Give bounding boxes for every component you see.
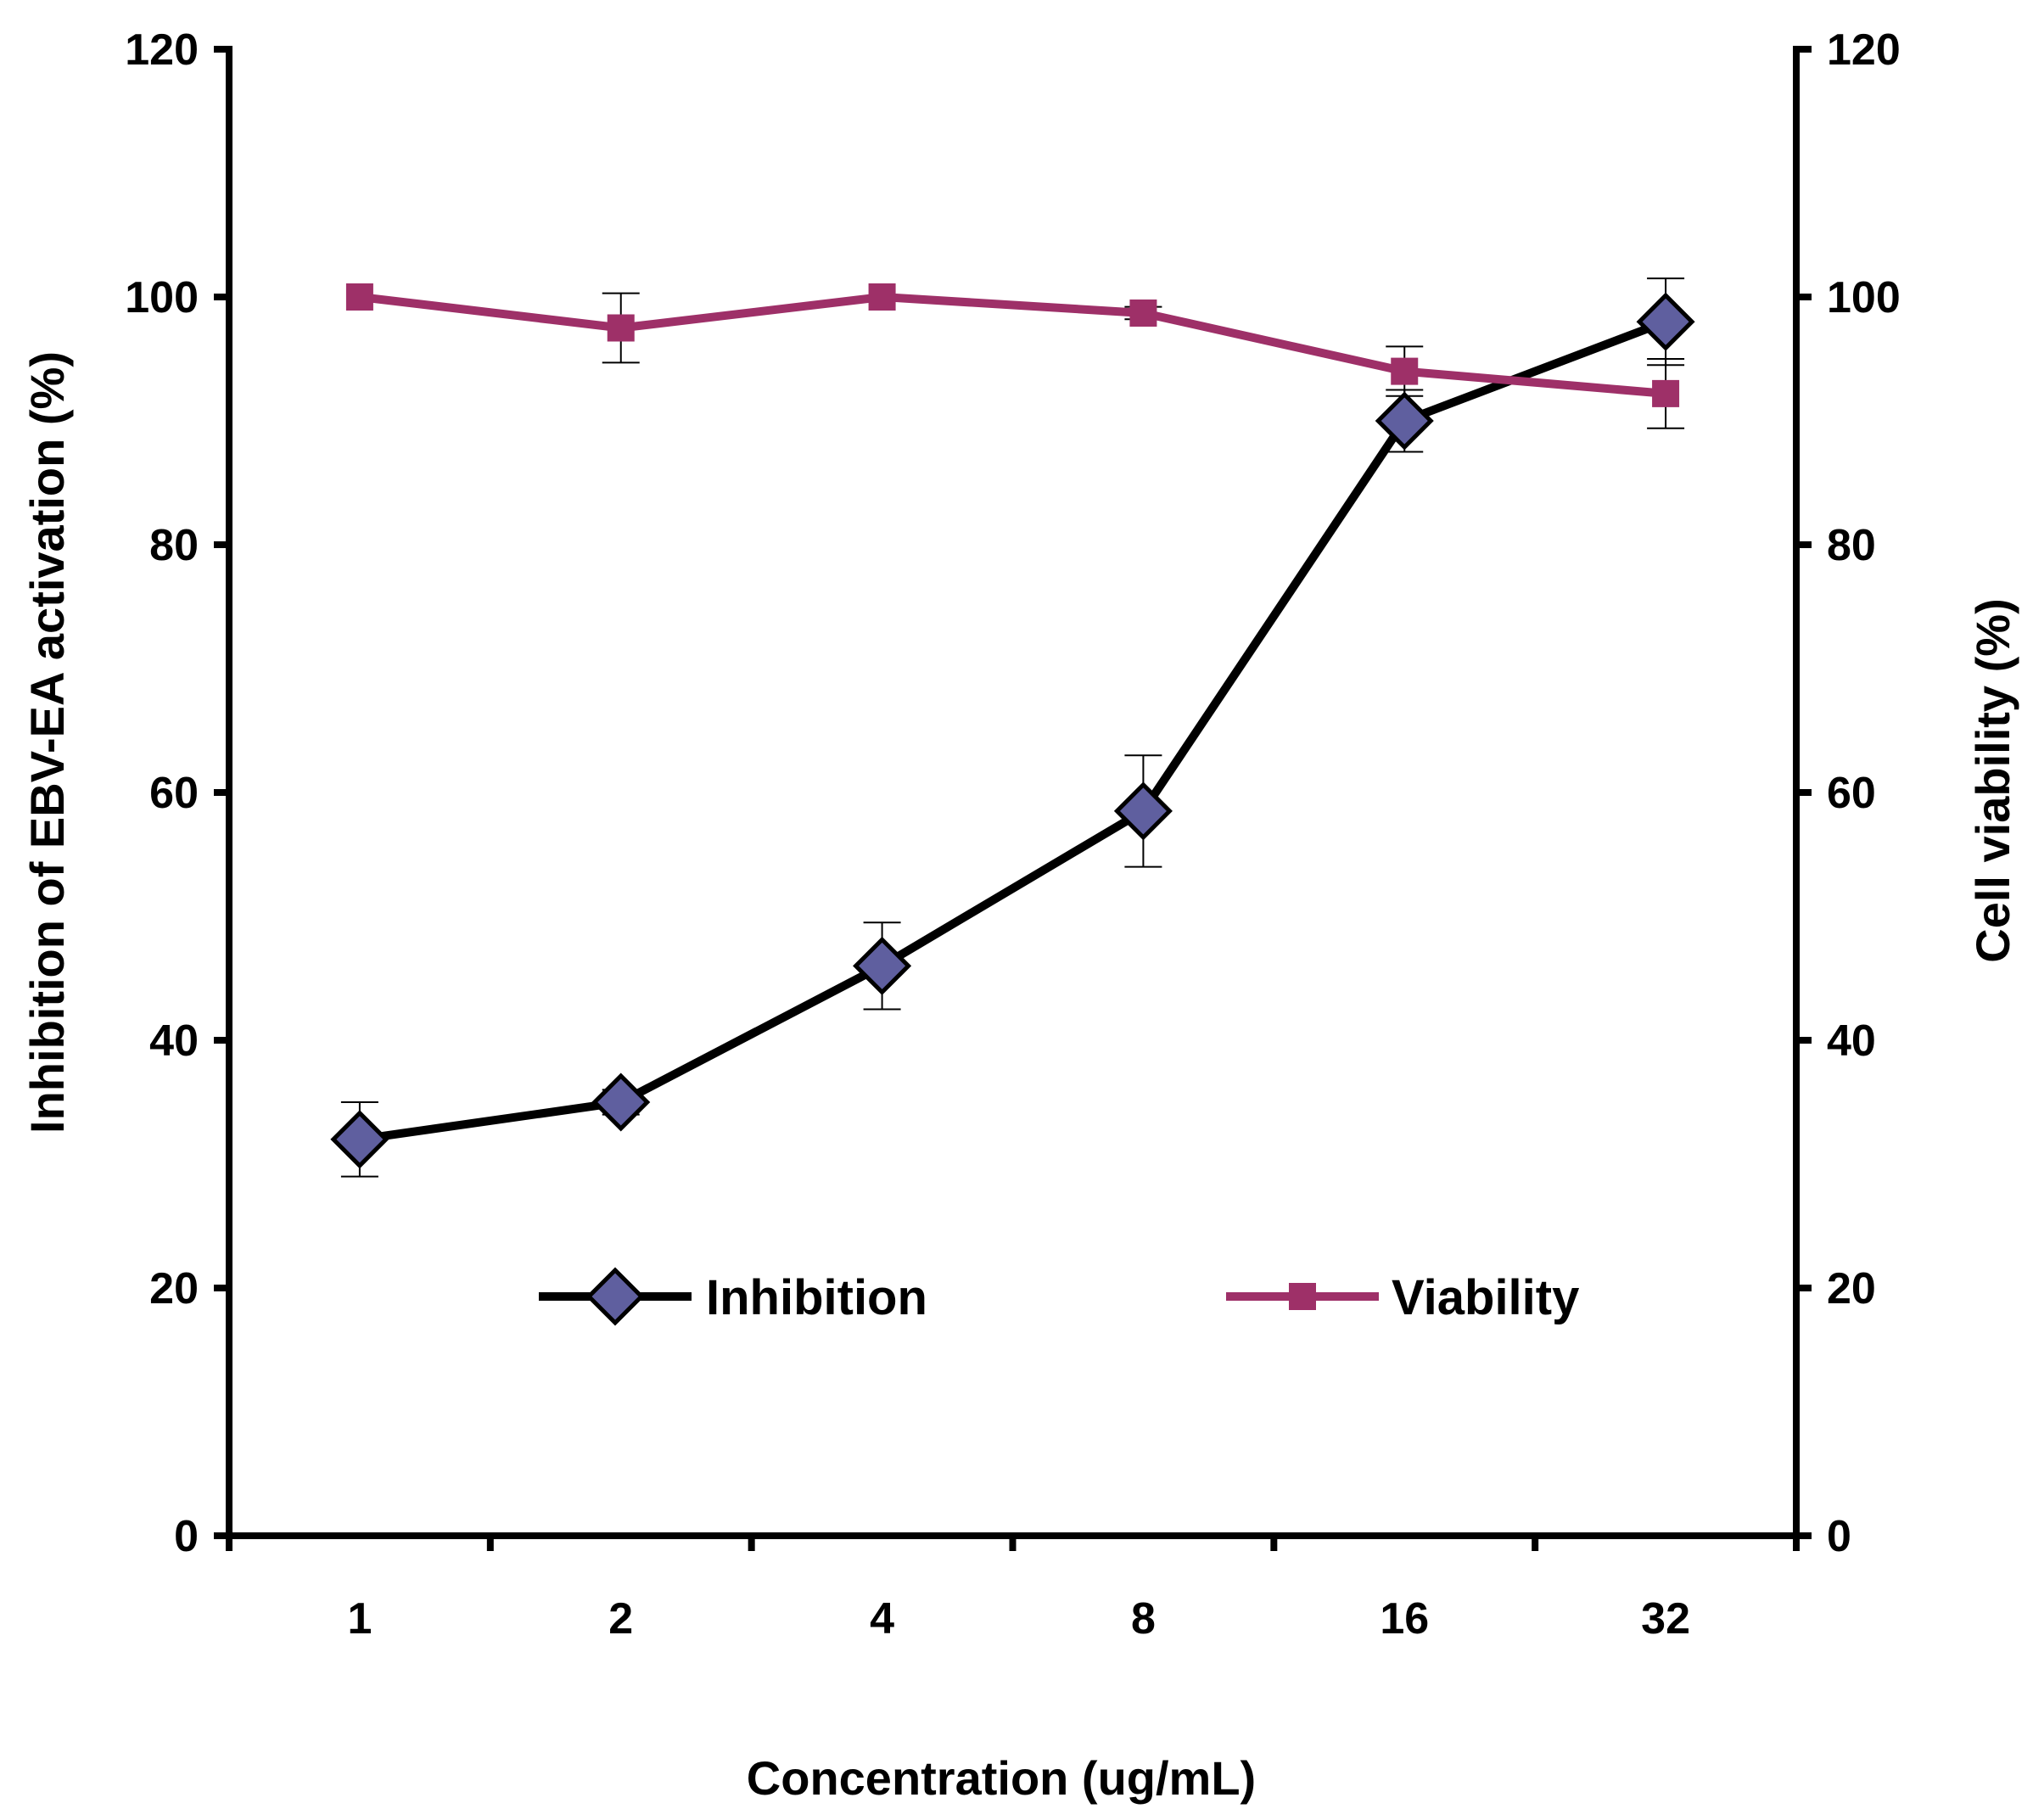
ticks-layer: 0 20 40 60 80 100 120 0 20 40 60 80 100 120 1 2 4 8 16 32 [125,25,1901,1644]
y2-axis-title: Cell viability (%) [1966,598,2019,962]
y-tick-label: 40 [149,1016,199,1066]
x-axis-title: Concentration (ug/mL) [747,1751,1256,1805]
data-point-viability [607,314,635,342]
data-point-inhibition [591,1072,651,1132]
y-tick-label: 80 [149,521,199,570]
y2-tick-label: 80 [1827,521,1876,570]
legend-item-inhibition: Inhibition [539,1267,927,1326]
data-point-viability [1652,379,1680,407]
data-point-inhibition [1375,391,1434,451]
data-point-viability [1391,357,1419,385]
series-line-inhibition [359,317,1667,1144]
y-tick-label: 60 [149,769,199,818]
y-axis-title: Inhibition of EBV-EA activation (%) [20,351,74,1134]
data-point-viability [345,283,373,311]
data-point-viability [1129,299,1157,327]
legend-swatch-marker [585,1267,645,1326]
y-tick-label: 100 [125,273,199,322]
data-point-inhibition [853,936,912,995]
series-layer [330,277,1695,1178]
x-tick-label: 8 [1131,1594,1156,1644]
x-tick-label: 1 [347,1594,372,1644]
y2-tick-label: 40 [1827,1016,1876,1066]
y-tick-label: 120 [125,25,199,75]
y2-tick-label: 120 [1827,25,1901,75]
x-tick-label: 4 [870,1594,894,1644]
x-tick-label: 32 [1641,1594,1690,1644]
y-tick-label: 0 [174,1512,199,1561]
legend: Inhibition Viability [539,1267,1579,1326]
y2-tick-label: 60 [1827,769,1876,818]
series-inhibition [330,277,1695,1178]
y2-tick-label: 0 [1827,1512,1851,1561]
series-viability [345,283,1685,429]
series-line-viability [359,293,1666,398]
data-point-inhibition [1636,292,1695,351]
y2-tick-label: 100 [1827,273,1901,322]
y2-tick-label: 20 [1827,1264,1876,1313]
legend-swatch-marker [1289,1283,1316,1310]
data-point-viability [868,283,896,311]
x-tick-label: 2 [608,1594,633,1644]
legend-label: Viability [1392,1270,1579,1325]
legend-item-viability: Viability [1226,1270,1579,1325]
x-tick-label: 16 [1380,1594,1429,1644]
data-point-inhibition [330,1110,389,1169]
legend-label: Inhibition [706,1270,927,1325]
data-point-inhibition [1113,781,1173,841]
y-tick-label: 20 [149,1264,199,1313]
